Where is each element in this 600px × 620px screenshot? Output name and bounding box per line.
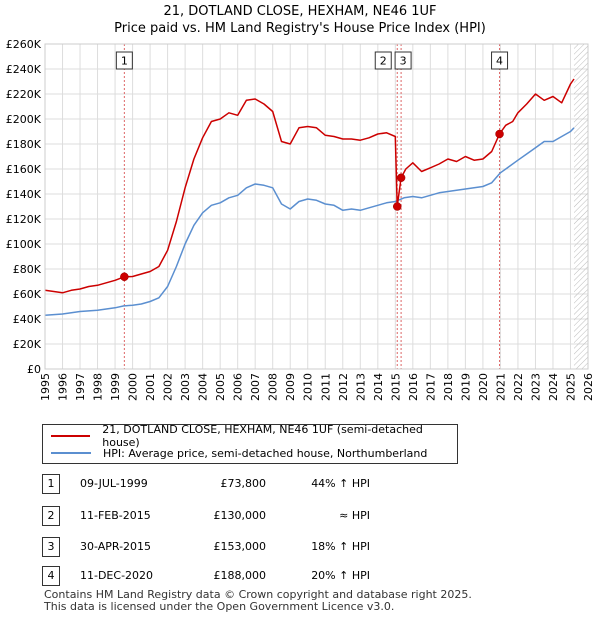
annotation-label: 2 — [380, 55, 387, 68]
x-tick-label: 1996 — [57, 373, 70, 401]
legend-swatch-property — [51, 435, 91, 437]
transaction-row: 3 30-APR-2015 £153,000 18% ↑ HPI — [0, 537, 600, 557]
x-tick-label: 2024 — [547, 373, 560, 401]
x-tick-label: 2006 — [232, 373, 245, 401]
footer-line-copyright: Contains HM Land Registry data © Crown c… — [44, 588, 472, 601]
legend-item-property: 21, DOTLAND CLOSE, HEXHAM, NE46 1UF (sem… — [51, 423, 457, 449]
x-tick-label: 2008 — [267, 373, 280, 401]
y-tick-label: £40K — [13, 313, 42, 326]
transaction-row: 4 11-DEC-2020 £188,000 20% ↑ HPI — [0, 566, 600, 586]
x-tick-label: 1998 — [92, 373, 105, 401]
transaction-row: 2 11-FEB-2015 £130,000 ≈ HPI — [0, 506, 600, 526]
chart-legend: 21, DOTLAND CLOSE, HEXHAM, NE46 1UF (sem… — [42, 423, 458, 464]
y-tick-label: £160K — [6, 163, 42, 176]
y-tick-label: £240K — [6, 63, 42, 76]
legend-label-hpi: HPI: Average price, semi-detached house,… — [103, 446, 428, 460]
annotation-box — [491, 51, 509, 70]
x-tick-label: 2001 — [144, 373, 157, 401]
y-tick-label: £60K — [13, 288, 42, 301]
sale-point — [495, 129, 504, 139]
property-price-line — [44, 78, 575, 294]
transaction-number: 4 — [42, 566, 60, 586]
legend-swatch-hpi — [51, 452, 91, 454]
x-tick-label: 2012 — [337, 373, 350, 401]
x-tick-label: 1995 — [39, 373, 52, 401]
projection-region — [573, 44, 588, 369]
transaction-date: 11-DEC-2020 — [80, 569, 154, 582]
x-tick-label: 2023 — [529, 373, 542, 401]
transaction-number: 3 — [42, 537, 60, 557]
y-tick-label: £220K — [6, 88, 42, 101]
x-tick-label: 2003 — [179, 373, 192, 401]
x-tick-label: 2004 — [197, 373, 210, 401]
x-tick-label: 2002 — [162, 373, 175, 401]
transaction-row: 1 09-JUL-1999 £73,800 44% ↑ HPI — [0, 474, 600, 494]
x-tick-label: 2000 — [127, 373, 140, 401]
annotation-box — [374, 51, 392, 70]
chart-subtitle: Price paid vs. HM Land Registry's House … — [114, 21, 486, 36]
sale-point — [396, 173, 406, 182]
x-tick-label: 2016 — [407, 373, 420, 401]
legend-item-hpi: HPI: Average price, semi-detached house,… — [51, 445, 427, 461]
transaction-hpi: 20% ↑ HPI — [311, 569, 370, 582]
transaction-hpi: ≈ HPI — [339, 509, 370, 522]
transaction-number: 2 — [42, 506, 60, 526]
transaction-price: £153,000 — [213, 540, 267, 553]
x-tick-label: 2009 — [284, 373, 297, 401]
footer-attribution: Contains HM Land Registry data © Crown c… — [44, 589, 472, 613]
x-tick-label: 2014 — [372, 373, 385, 401]
y-tick-label: £80K — [13, 263, 42, 276]
y-tick-label: £140K — [6, 188, 42, 201]
x-tick-label: 2020 — [477, 373, 490, 401]
x-tick-label: 2025 — [564, 373, 577, 401]
transaction-price: £73,800 — [220, 477, 267, 490]
plot-area — [45, 44, 588, 369]
x-tick-label: 2017 — [424, 373, 437, 401]
y-tick-label: £260K — [6, 38, 42, 51]
x-tick-label: 2007 — [249, 373, 262, 401]
sale-point — [392, 202, 402, 211]
transaction-hpi: 44% ↑ HPI — [311, 477, 370, 490]
footer-line-licence: This data is licensed under the Open Gov… — [44, 600, 395, 613]
x-tick-label: 1997 — [74, 373, 87, 401]
transaction-date: 30-APR-2015 — [80, 540, 152, 553]
transaction-number: 1 — [42, 474, 60, 494]
x-tick-label: 1999 — [109, 373, 122, 401]
transaction-hpi: 18% ↑ HPI — [311, 540, 370, 553]
plot-frame — [44, 43, 589, 370]
x-tick-label: 2013 — [354, 373, 367, 401]
transaction-price: £130,000 — [213, 509, 267, 522]
y-tick-label: £120K — [6, 213, 42, 226]
y-tick-label: £200K — [6, 113, 42, 126]
legend-label-property: 21, DOTLAND CLOSE, HEXHAM, NE46 1UF (sem… — [102, 423, 423, 449]
x-tick-label: 2011 — [319, 373, 332, 401]
annotation-label: 1 — [121, 55, 128, 68]
x-tick-label: 2021 — [494, 373, 507, 401]
y-tick-label: £180K — [6, 138, 42, 151]
x-tick-label: 2018 — [442, 373, 455, 401]
x-tick-label: 2010 — [302, 373, 315, 401]
transaction-date: 11-FEB-2015 — [80, 509, 151, 522]
transaction-price: £188,000 — [213, 569, 267, 582]
y-tick-label: £0 — [27, 363, 41, 376]
x-tick-label: 2015 — [389, 373, 402, 401]
annotation-label: 4 — [496, 55, 503, 68]
hpi-line — [44, 127, 575, 317]
annotation-label: 3 — [400, 55, 407, 68]
y-tick-label: £100K — [6, 238, 42, 251]
annotation-box — [115, 51, 133, 70]
transaction-date: 09-JUL-1999 — [80, 477, 148, 490]
chart-title: 21, DOTLAND CLOSE, HEXHAM, NE46 1UF — [163, 4, 437, 19]
x-tick-label: 2019 — [459, 373, 472, 401]
x-tick-label: 2022 — [512, 373, 525, 401]
annotation-box — [394, 51, 412, 70]
sale-point — [120, 272, 129, 281]
x-tick-label: 2005 — [214, 373, 227, 401]
x-tick-label: 2026 — [582, 373, 595, 401]
y-tick-label: £20K — [13, 338, 42, 351]
